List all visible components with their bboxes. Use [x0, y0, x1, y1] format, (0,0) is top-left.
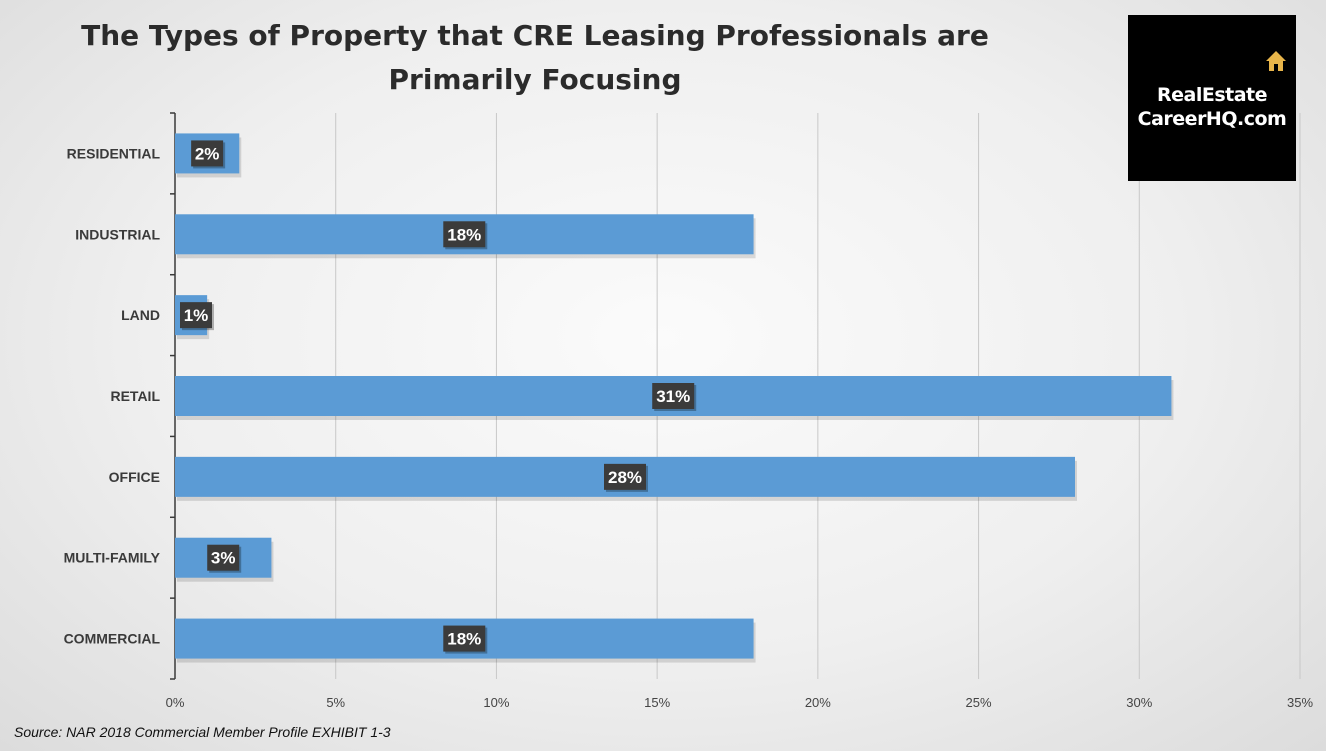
data-label: 28%: [608, 468, 642, 487]
data-label-box: [443, 221, 486, 248]
x-tick-label: 20%: [805, 695, 831, 710]
logo: RealEstate CareerHQ.com: [1128, 15, 1296, 181]
chart-title: The Types of Property that CRE Leasing P…: [20, 14, 1050, 102]
chart-title-line-2: Primarily Focusing: [388, 63, 682, 96]
house-icon: [1266, 51, 1286, 71]
category-label: COMMERCIAL: [64, 631, 161, 647]
category-label: RESIDENTIAL: [67, 145, 161, 161]
logo-line-1: RealEstate: [1156, 84, 1268, 106]
data-label: 1%: [184, 306, 209, 325]
data-label: 2%: [195, 144, 220, 163]
logo-line-2: CareerHQ.com: [1137, 108, 1287, 130]
data-label-box: [604, 463, 646, 490]
category-label: INDUSTRIAL: [75, 226, 160, 242]
category-label: MULTI-FAMILY: [64, 550, 161, 566]
x-tick-label: 5%: [326, 695, 345, 710]
data-label-box: [652, 383, 695, 409]
chart-title-line-1: The Types of Property that CRE Leasing P…: [81, 19, 989, 52]
category-label: RETAIL: [110, 388, 160, 404]
x-tick-label: 35%: [1287, 695, 1313, 710]
data-label: 18%: [447, 225, 481, 244]
x-tick-label: 25%: [966, 695, 992, 710]
category-label: OFFICE: [109, 469, 160, 485]
data-label-box: [443, 625, 486, 652]
data-label: 3%: [211, 549, 236, 568]
data-label-box: [207, 544, 240, 571]
data-label: 18%: [447, 630, 481, 649]
data-label-box: [180, 302, 212, 329]
data-label: 31%: [656, 387, 690, 406]
category-label: LAND: [121, 307, 160, 323]
x-tick-label: 30%: [1126, 695, 1152, 710]
x-tick-label: 0%: [166, 695, 185, 710]
source-note: Source: NAR 2018 Commercial Member Profi…: [14, 724, 391, 740]
x-tick-label: 10%: [483, 695, 509, 710]
data-label-box: [191, 140, 224, 167]
x-tick-label: 15%: [644, 695, 670, 710]
